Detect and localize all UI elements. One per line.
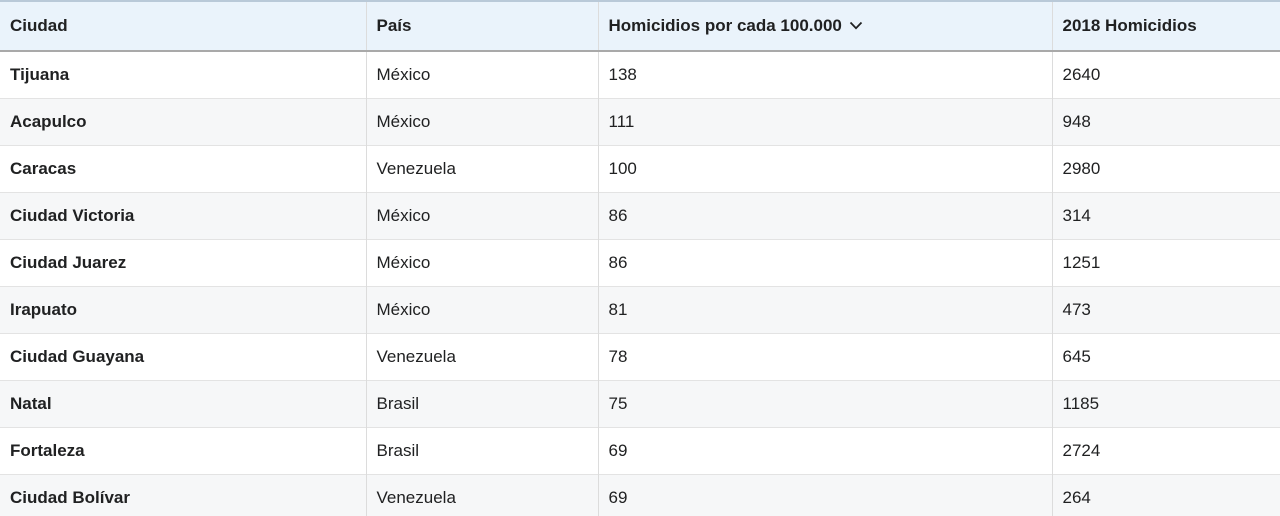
column-header-homicidios-por-100000[interactable]: Homicidios por cada 100.000 (598, 1, 1053, 52)
city-cell: Fortaleza (0, 426, 367, 474)
homicides-2018-cell: 2980 (1052, 144, 1280, 192)
rate-cell: 69 (598, 473, 1053, 516)
city-cell: Tijuana (0, 51, 367, 98)
rate-cell: 86 (598, 191, 1053, 239)
city-cell: Caracas (0, 144, 367, 192)
country-cell: México (366, 238, 599, 286)
country-cell: México (366, 97, 599, 145)
column-header-pais[interactable]: País (366, 1, 599, 52)
table-row: Ciudad Bolívar Venezuela 69 264 (0, 473, 1280, 516)
table-row: Natal Brasil 75 1185 (0, 379, 1280, 427)
column-header-label: País (376, 16, 412, 35)
city-cell: Ciudad Bolívar (0, 473, 367, 516)
country-cell: Brasil (366, 426, 599, 474)
table-row: Irapuato México 81 473 (0, 285, 1280, 333)
rate-cell: 69 (598, 426, 1053, 474)
city-cell: Acapulco (0, 97, 367, 145)
homicides-2018-cell: 2724 (1052, 426, 1280, 474)
country-cell: Venezuela (366, 144, 599, 192)
column-header-label: Ciudad (10, 16, 68, 35)
country-cell: México (366, 191, 599, 239)
table-row: Caracas Venezuela 100 2980 (0, 144, 1280, 192)
table-row: Ciudad Guayana Venezuela 78 645 (0, 332, 1280, 380)
homicides-2018-cell: 473 (1052, 285, 1280, 333)
country-cell: Venezuela (366, 473, 599, 516)
table-row: Ciudad Victoria México 86 314 (0, 191, 1280, 239)
column-header-2018-homicidios[interactable]: 2018 Homicidios (1052, 1, 1280, 52)
homicides-2018-cell: 264 (1052, 473, 1280, 516)
city-cell: Ciudad Juarez (0, 238, 367, 286)
table-row: Fortaleza Brasil 69 2724 (0, 426, 1280, 474)
table-row: Ciudad Juarez México 86 1251 (0, 238, 1280, 286)
homicides-2018-cell: 314 (1052, 191, 1280, 239)
city-cell: Ciudad Guayana (0, 332, 367, 380)
city-cell: Ciudad Victoria (0, 191, 367, 239)
country-cell: México (366, 51, 599, 98)
city-cell: Irapuato (0, 285, 367, 333)
homicides-2018-cell: 1185 (1052, 379, 1280, 427)
column-header-ciudad[interactable]: Ciudad (0, 1, 367, 52)
homicides-2018-cell: 2640 (1052, 51, 1280, 98)
country-cell: Brasil (366, 379, 599, 427)
rate-cell: 75 (598, 379, 1053, 427)
rate-cell: 81 (598, 285, 1053, 333)
column-header-label: 2018 Homicidios (1062, 16, 1197, 35)
chevron-down-icon (849, 21, 863, 30)
rate-cell: 78 (598, 332, 1053, 380)
header-row: Ciudad País Homicidios por cada 100.000 … (0, 1, 1280, 52)
homicides-2018-cell: 948 (1052, 97, 1280, 145)
table-row: Tijuana México 138 2640 (0, 51, 1280, 98)
country-cell: México (366, 285, 599, 333)
table-row: Acapulco México 111 948 (0, 97, 1280, 145)
homicides-2018-cell: 645 (1052, 332, 1280, 380)
homicides-2018-cell: 1251 (1052, 238, 1280, 286)
city-cell: Natal (0, 379, 367, 427)
column-header-label: Homicidios por cada 100.000 (608, 16, 842, 35)
rate-cell: 100 (598, 144, 1053, 192)
country-cell: Venezuela (366, 332, 599, 380)
rate-cell: 111 (598, 97, 1053, 145)
rate-cell: 86 (598, 238, 1053, 286)
rate-cell: 138 (598, 51, 1053, 98)
